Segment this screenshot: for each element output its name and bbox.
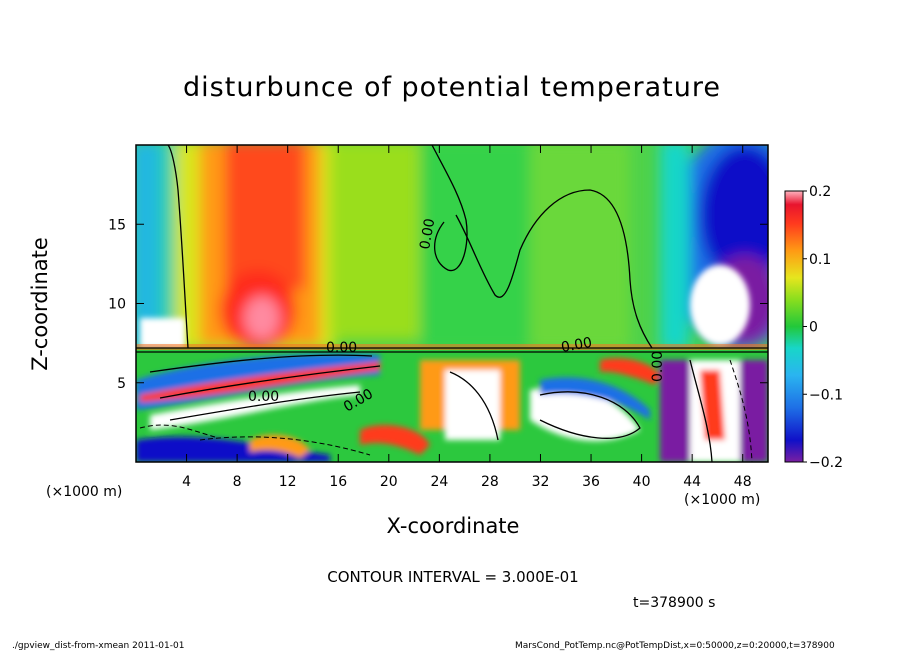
x-tick-label: 20 (380, 474, 398, 490)
time-note: t=378900 s (633, 595, 716, 611)
x-tick-label: 24 (430, 474, 448, 490)
contour-label: 0.00 (560, 335, 593, 356)
contour-label: 0.00 (248, 389, 279, 405)
colorbar-tick-label: 0 (809, 320, 818, 336)
x-tick-label: 12 (279, 474, 297, 490)
y-tick-label: 15 (108, 217, 126, 233)
x-tick-label: 28 (481, 474, 499, 490)
y-tick-label: 10 (108, 297, 126, 313)
x-axis-unit-left: (×1000 m) (46, 484, 123, 500)
colorbar-tick-label: 0.2 (809, 184, 831, 200)
colorbar-ticks: 0.2 0.1 0 −0.1 −0.2 (803, 184, 843, 471)
colorbar-tick-label: 0.1 (809, 252, 831, 268)
x-tick-label: 44 (683, 474, 701, 490)
x-axis-unit-right: (×1000 m) (684, 492, 761, 508)
x-tick-label: 40 (633, 474, 651, 490)
contour-label: 0.00 (650, 351, 666, 382)
contour-label: 0.00 (326, 340, 357, 356)
x-axis-ticks: 4 8 12 16 20 24 28 32 36 40 44 48 (182, 145, 752, 490)
x-tick-label: 16 (329, 474, 347, 490)
colorbar-tick-label: −0.1 (809, 387, 843, 403)
chart-title: disturbunce of potential temperature (183, 72, 721, 103)
footer-command: ./gpview_dist-from-xmean 2011-01-01 (12, 641, 185, 651)
y-axis-ticks: 5 10 15 (108, 217, 768, 392)
footer-source: MarsCond_PotTemp.nc@PotTempDist,x=0:5000… (515, 641, 835, 651)
x-tick-label: 36 (582, 474, 600, 490)
colorbar (784, 190, 804, 463)
contour-interval-note: CONTOUR INTERVAL = 3.000E-01 (327, 568, 579, 586)
y-tick-label: 5 (117, 376, 126, 392)
x-tick-label: 32 (532, 474, 550, 490)
contour-label: 0.00 (417, 217, 438, 250)
heatmap-field (136, 145, 768, 462)
x-tick-label: 4 (182, 474, 191, 490)
colorbar-tick-label: −0.2 (809, 455, 843, 471)
x-tick-label: 8 (233, 474, 242, 490)
contour-labels: 0.000.000.00 0.000.000.00 (248, 217, 666, 415)
x-tick-label: 48 (734, 474, 752, 490)
x-axis-label: X-coordinate (386, 514, 520, 538)
